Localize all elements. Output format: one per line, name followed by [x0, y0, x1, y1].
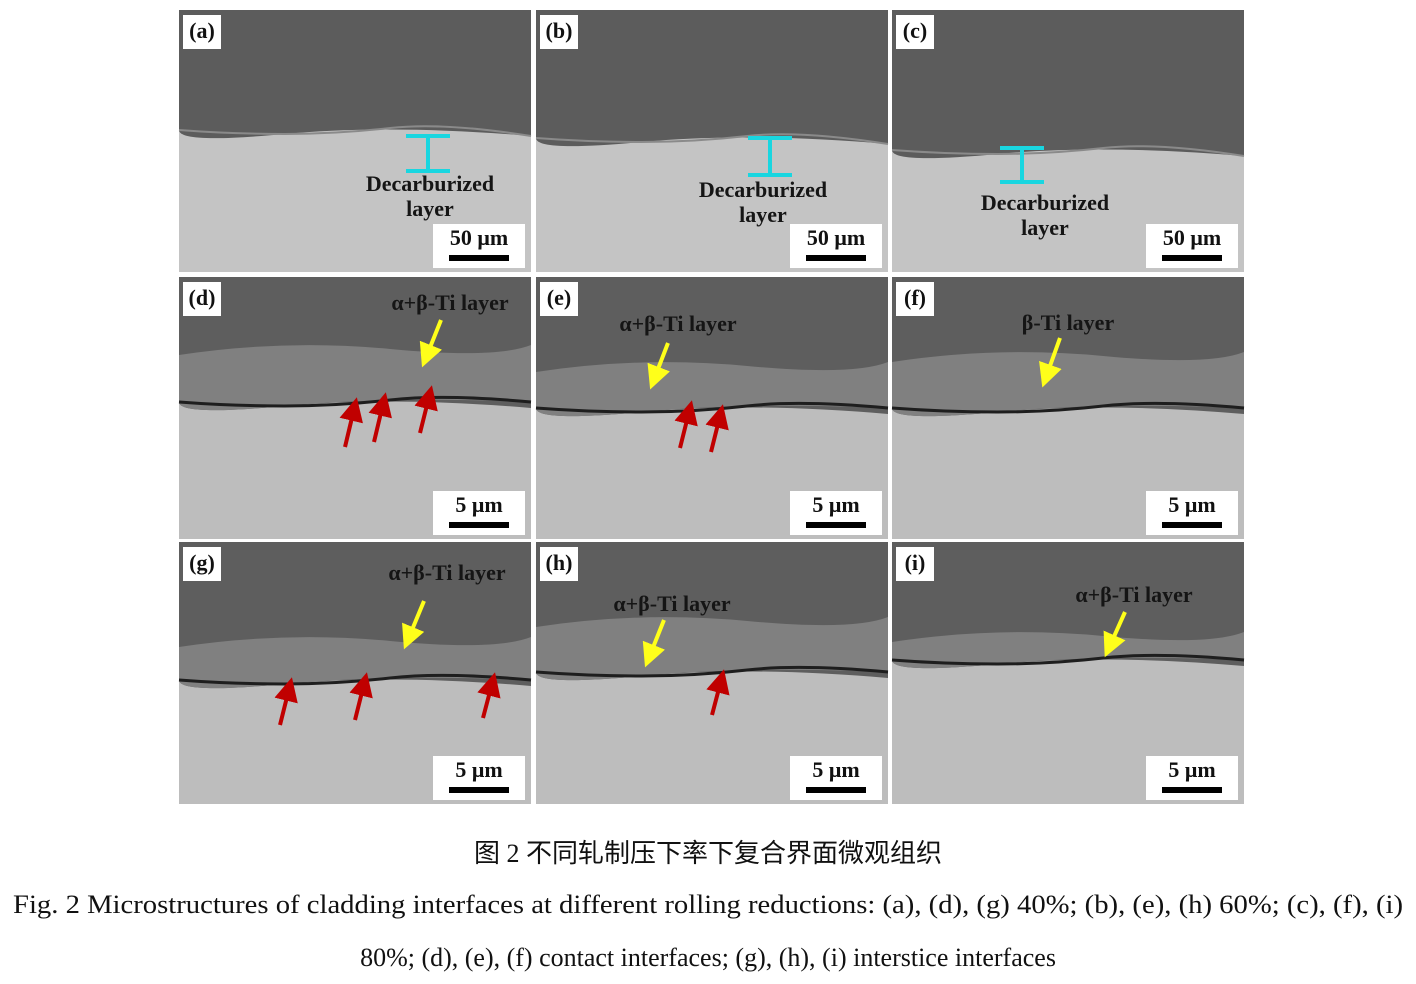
red-arrow	[477, 672, 501, 719]
layer-marker	[406, 134, 450, 173]
yellow-arrow	[419, 319, 443, 368]
scale-bar	[1162, 522, 1222, 528]
panel-label: (f)	[904, 285, 926, 310]
annotation: layer	[406, 196, 454, 221]
panel-label: (i)	[905, 550, 926, 575]
scale-bar-label: 50 μm	[450, 225, 508, 250]
label-box	[896, 282, 934, 316]
annotation: α+β-Ti layer	[388, 560, 505, 585]
annotation: Decarburized	[366, 171, 494, 196]
interface-line	[535, 665, 889, 678]
layer-marker	[748, 136, 792, 177]
annotation: layer	[1021, 215, 1069, 240]
upper-phase	[892, 10, 1244, 159]
panel-label: (c)	[903, 18, 927, 43]
yellow-arrow	[402, 600, 426, 650]
micrograph-panel: α+β-Ti layer (g) 5 μm	[178, 542, 532, 804]
interface-line	[891, 145, 1245, 157]
label-box	[896, 547, 934, 581]
annotation: layer	[739, 202, 787, 227]
panel-label: (d)	[189, 285, 216, 310]
interface-line	[178, 673, 532, 686]
interface-line	[891, 653, 1245, 666]
scale-bar	[449, 522, 509, 528]
yellow-arrow	[647, 342, 670, 390]
interface-line	[535, 401, 889, 414]
ti-layer-band	[179, 345, 531, 411]
interface-line	[891, 401, 1245, 414]
layer-marker	[1000, 146, 1044, 184]
label-box	[540, 282, 578, 316]
scale-bar	[449, 255, 509, 261]
micrograph-panel: β-Ti layer (f) 5 μm	[891, 277, 1245, 539]
scale-bar	[1162, 787, 1222, 793]
label-box	[183, 547, 221, 581]
panel-label: (h)	[546, 550, 573, 575]
scale-bar-label: 50 μm	[1163, 225, 1221, 250]
red-arrow	[349, 672, 373, 721]
annotation: Decarburized	[981, 190, 1109, 215]
annotation: α+β-Ti layer	[613, 591, 730, 616]
scale-bar	[806, 255, 866, 261]
red-arrow	[339, 397, 363, 448]
scale-bar	[449, 787, 509, 793]
micrograph-panel: α+β-Ti layer (i) 5 μm	[891, 542, 1245, 804]
interface-line	[535, 133, 889, 145]
scale-bar-label: 5 μm	[1168, 492, 1215, 517]
caption-en: Fig. 2 Microstructures of cladding inter…	[13, 890, 1403, 919]
upper-phase	[179, 10, 531, 139]
red-arrow	[705, 404, 729, 453]
annotation: Decarburized	[699, 177, 827, 202]
annotation: α+β-Ti layer	[619, 311, 736, 336]
label-box	[183, 15, 221, 49]
micrograph-panel: α+β-Ti layer (h) 5 μm	[535, 542, 889, 804]
red-arrow	[274, 677, 298, 726]
annotation: α+β-Ti layer	[1075, 582, 1192, 607]
ti-layer-band	[892, 632, 1244, 669]
yellow-arrow	[1103, 611, 1127, 658]
scale-bar-label: 5 μm	[812, 492, 859, 517]
yellow-arrow	[1039, 337, 1062, 388]
upper-phase	[536, 10, 888, 147]
yellow-arrow	[642, 619, 666, 668]
red-arrow	[414, 385, 438, 434]
scale-bar-label: 5 μm	[455, 757, 502, 782]
annotation: α+β-Ti layer	[391, 290, 508, 315]
label-box	[896, 15, 934, 49]
ti-layer-band	[892, 352, 1244, 417]
label-box	[540, 15, 578, 49]
panel-label: (g)	[189, 550, 215, 575]
label-box	[540, 547, 578, 581]
label-box	[183, 282, 221, 316]
scale-bar	[1162, 255, 1222, 261]
scale-bar-label: 5 μm	[1168, 757, 1215, 782]
scale-bar	[806, 522, 866, 528]
micrograph-panel: α+β-Ti layer (d) 5 μm	[178, 277, 532, 539]
panel-label: (a)	[189, 18, 215, 43]
scale-bar-label: 50 μm	[807, 225, 865, 250]
scale-bar-label: 5 μm	[812, 757, 859, 782]
panel-label: (b)	[546, 18, 573, 43]
red-arrow	[706, 669, 730, 716]
micrograph-panel: α+β-Ti layer (e) 5 μm	[535, 277, 889, 539]
panel-label: (e)	[547, 285, 571, 310]
red-arrow	[674, 400, 698, 449]
caption-cn: 图 2 不同轧制压下率下复合界面微观组织	[474, 839, 942, 868]
annotation: β-Ti layer	[1022, 310, 1115, 335]
scale-bar	[806, 787, 866, 793]
scale-bar-label: 5 μm	[455, 492, 502, 517]
interface-line	[178, 125, 532, 137]
red-arrow	[368, 392, 392, 443]
ti-layer-band	[536, 617, 888, 681]
caption-en: 80%; (d), (e), (f) contact interfaces; (…	[360, 943, 1056, 972]
